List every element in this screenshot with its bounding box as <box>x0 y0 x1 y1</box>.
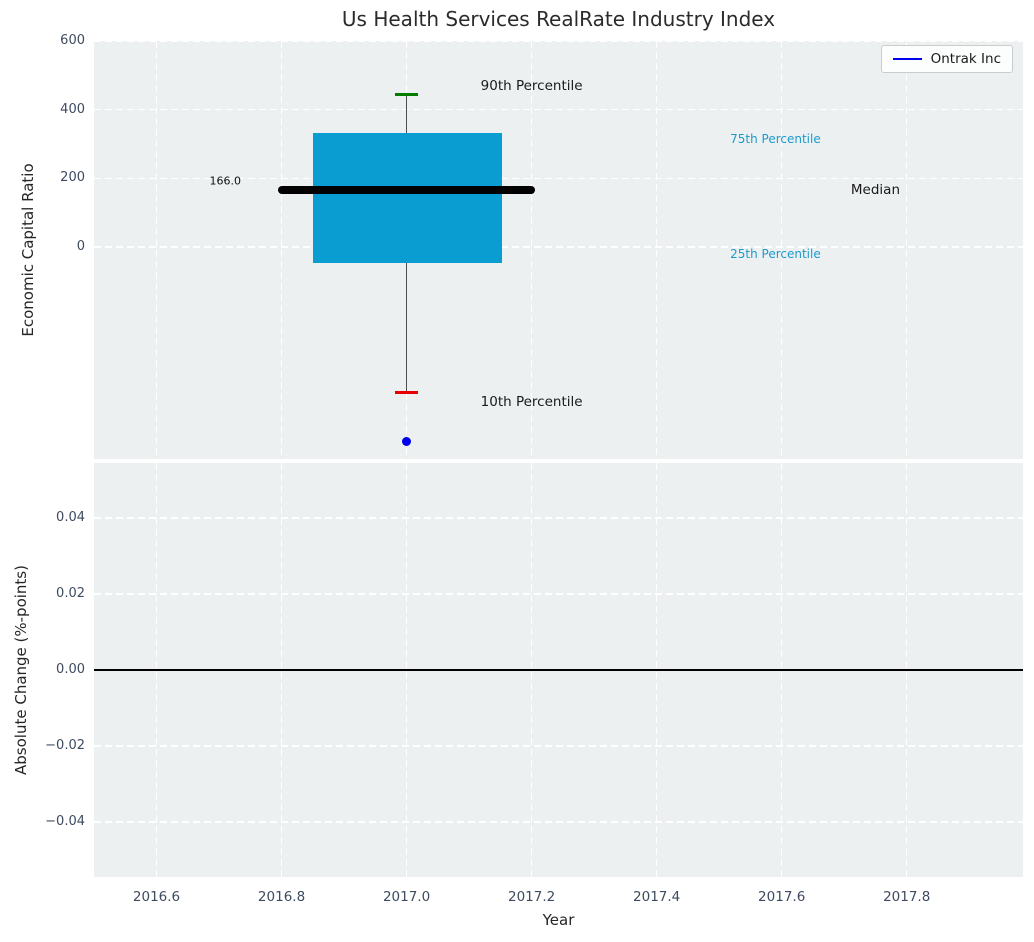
gridline-horizontal <box>94 246 1023 248</box>
x-axis-label: Year <box>542 911 575 929</box>
y-tick-label: −0.02 <box>45 737 85 753</box>
x-tick-label: 2017.2 <box>507 889 556 905</box>
p90-cap <box>395 93 418 97</box>
annotation: 90th Percentile <box>480 77 583 94</box>
legend: Ontrak Inc <box>880 45 1013 73</box>
gridline-horizontal <box>94 745 1023 747</box>
gridline-horizontal <box>94 40 1023 42</box>
y-tick-label: −0.04 <box>45 813 85 829</box>
x-tick-label: 2016.6 <box>132 889 181 905</box>
y-tick-label: 0.00 <box>56 662 85 677</box>
y-tick-label: 600 <box>60 33 85 48</box>
annotation: 75th Percentile <box>730 131 821 146</box>
y-tick-label: 0.02 <box>56 586 85 602</box>
annotation: 25th Percentile <box>730 246 821 261</box>
axes-absolute-change <box>94 463 1023 877</box>
legend-label: Ontrak Inc <box>930 51 1001 67</box>
x-tick-label: 2017.8 <box>883 889 931 905</box>
y-tick-label: 400 <box>60 101 85 117</box>
gridline-horizontal <box>94 177 1023 180</box>
legend-line-icon <box>892 57 922 61</box>
gridline-horizontal <box>94 517 1023 519</box>
annotation: Median <box>850 182 901 199</box>
x-tick-label: 2016.8 <box>257 889 306 905</box>
gridline-horizontal <box>94 593 1023 595</box>
p10-cap <box>395 390 418 394</box>
y-tick-label: 0 <box>76 239 85 255</box>
annotation: 10th Percentile <box>480 394 583 411</box>
annotation: 166.0 <box>209 174 242 188</box>
iqr-box <box>312 132 502 264</box>
x-tick-label: 2017.0 <box>382 889 431 905</box>
gridline-vertical <box>655 41 658 459</box>
data-point-ontrak-inc <box>402 436 412 446</box>
axes-economic-capital-ratio: Ontrak Inc 90th Percentile 10th Percentil… <box>94 40 1023 459</box>
y-tick-label: 0.04 <box>56 510 85 526</box>
gridline-horizontal <box>94 108 1023 111</box>
x-tick-label: 2017.4 <box>633 889 681 905</box>
gridline-vertical <box>530 41 533 459</box>
gridline-vertical <box>280 41 283 459</box>
x-tick-label: 2017.6 <box>758 889 806 905</box>
gridline-horizontal <box>94 821 1023 823</box>
gridline-vertical <box>155 41 158 459</box>
gridline-vertical <box>905 41 908 459</box>
y-tick-label: 200 <box>60 170 85 186</box>
zero-line <box>94 669 1023 671</box>
chart-title: Us Health Services RealRate Industry Ind… <box>341 7 776 31</box>
gridline-vertical <box>780 41 783 459</box>
median-line <box>278 186 535 195</box>
